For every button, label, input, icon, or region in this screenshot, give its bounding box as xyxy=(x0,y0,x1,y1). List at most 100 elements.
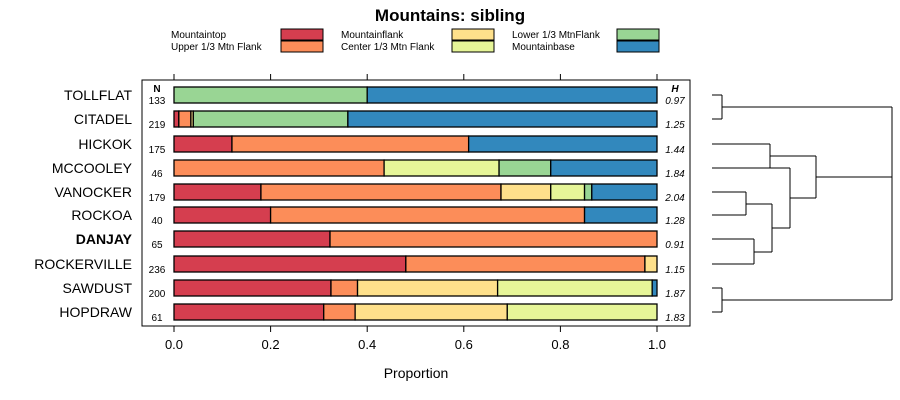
bar-segment-upper-1-3-mtn-flank xyxy=(329,230,658,248)
h-value: 1.84 xyxy=(665,169,685,180)
bar-segment-upper-1-3-mtn-flank xyxy=(323,303,356,321)
n-value: 133 xyxy=(149,96,166,107)
legend-label-mountainflank: Mountainflank xyxy=(341,30,404,41)
category-label: TOLLFLAT xyxy=(64,87,132,103)
bar-segment-lower-1-3-mtnflank xyxy=(498,159,552,177)
bar-segment-mountainbase xyxy=(651,279,658,297)
bar-row-rockoa: ROCKOA 40 1.28 xyxy=(71,206,685,227)
bar-row-rockerville: ROCKERVILLE 236 1.15 xyxy=(34,255,685,276)
bar-row-citadel: CITADEL 219 1.25 xyxy=(74,110,685,131)
legend-swatch-lower-1-3-mtnflank xyxy=(616,28,660,41)
category-label: VANOCKER xyxy=(54,184,132,200)
n-value: 40 xyxy=(151,216,163,227)
bar-segment-lower-1-3-mtnflank xyxy=(583,183,593,201)
bar-segment-mountaintop xyxy=(173,206,272,224)
legend-swatch-upper-1-3-mtn-flank xyxy=(280,40,324,53)
bar-segment-mountainbase xyxy=(550,159,658,177)
legend-label-center-1-3-mtn-flank: Center 1/3 Mtn Flank xyxy=(341,42,435,53)
bar-segment-lower-1-3-mtnflank xyxy=(192,110,349,128)
legend-swatch-mountainbase xyxy=(616,40,660,53)
bar-segment-mountaintop xyxy=(173,135,233,153)
bar-segment-mountaintop xyxy=(173,303,325,321)
bar-segment-mountainflank xyxy=(500,183,552,201)
dendrogram xyxy=(712,94,893,313)
n-value: 175 xyxy=(149,145,166,156)
legend-label-mountainbase: Mountainbase xyxy=(512,42,575,53)
legend-label-lower-1-3-mtnflank: Lower 1/3 MtnFlank xyxy=(512,30,601,41)
bar-segment-center-1-3-mtn-flank xyxy=(550,183,586,201)
chart-title: Mountains: sibling xyxy=(375,6,525,25)
bar-segment-upper-1-3-mtn-flank xyxy=(330,279,359,297)
bar-segment-mountainbase xyxy=(591,183,658,201)
category-label: HOPDRAW xyxy=(59,304,132,320)
x-tick-label: 0.6 xyxy=(455,337,473,352)
h-value: 1.83 xyxy=(665,313,685,324)
legend-swatch-mountaintop xyxy=(280,28,324,41)
legend-label-mountaintop: Mountaintop xyxy=(171,30,226,41)
x-tick-label: 0.8 xyxy=(551,337,569,352)
bar-segment-mountaintop xyxy=(173,279,332,297)
legend-swatch-mountainflank xyxy=(451,28,495,41)
bar-segment-center-1-3-mtn-flank xyxy=(506,303,658,321)
bar-segment-upper-1-3-mtn-flank xyxy=(260,183,502,201)
category-label: MCCOOLEY xyxy=(52,160,133,176)
bar-segment-upper-1-3-mtn-flank xyxy=(231,135,470,153)
bar-row-sawdust: SAWDUST 200 1.87 xyxy=(63,279,685,300)
category-label: DANJAY xyxy=(76,231,133,247)
bar-row-danjay: DANJAY 65 0.91 xyxy=(76,230,685,251)
x-axis-title: Proportion xyxy=(384,365,449,381)
bar-row-hopdraw: HOPDRAW 61 1.83 xyxy=(59,303,685,324)
bar-segment-mountaintop xyxy=(173,230,331,248)
bar-segment-upper-1-3-mtn-flank xyxy=(269,206,586,224)
bar-segment-upper-1-3-mtn-flank xyxy=(173,159,385,177)
x-tick-label: 0.0 xyxy=(165,337,183,352)
plot-panel xyxy=(141,79,691,327)
h-value: 1.15 xyxy=(665,265,685,276)
n-header: N xyxy=(153,84,160,95)
n-value: 61 xyxy=(151,313,163,324)
x-tick-label: 0.2 xyxy=(262,337,280,352)
bar-segment-mountainbase xyxy=(366,86,658,104)
bar-segment-center-1-3-mtn-flank xyxy=(496,279,653,297)
h-header: H xyxy=(671,84,679,95)
h-value: 1.25 xyxy=(665,120,685,131)
bar-segment-mountainbase xyxy=(583,206,658,224)
n-value: 236 xyxy=(149,265,166,276)
category-label: ROCKOA xyxy=(71,207,132,223)
bars: TOLLFLAT 133 0.97 CITADEL 219 1.25 HICKOK 175 1.… xyxy=(34,86,685,324)
bar-segment-mountainbase xyxy=(347,110,658,128)
category-label: SAWDUST xyxy=(63,280,133,296)
bar-segment-mountaintop xyxy=(173,110,180,128)
category-label: HICKOK xyxy=(78,136,132,152)
bar-segment-mountainflank xyxy=(356,279,499,297)
category-label: CITADEL xyxy=(74,111,132,127)
bar-segment-upper-1-3-mtn-flank xyxy=(405,255,646,273)
legend-label-upper-1-3-mtn-flank: Upper 1/3 Mtn Flank xyxy=(171,42,263,53)
h-value: 1.44 xyxy=(665,145,685,156)
n-value: 179 xyxy=(149,193,166,204)
h-value: 0.97 xyxy=(665,96,685,107)
bar-row-vanocker: VANOCKER 179 2.04 xyxy=(54,183,685,204)
bar-segment-center-1-3-mtn-flank xyxy=(383,159,500,177)
h-value: 2.04 xyxy=(664,193,685,204)
bar-segment-upper-1-3-mtn-flank xyxy=(178,110,192,128)
bar-segment-mountainflank xyxy=(354,303,508,321)
x-tick-label: 0.4 xyxy=(358,337,376,352)
x-axis: 0.0 0.2 0.4 0.6 0.8 1.0 xyxy=(165,74,666,352)
category-label: ROCKERVILLE xyxy=(34,256,132,272)
bar-row-mccooley: MCCOOLEY 46 1.84 xyxy=(52,159,685,180)
bar-row-hickok: HICKOK 175 1.44 xyxy=(78,135,685,156)
x-tick-label: 1.0 xyxy=(648,337,666,352)
bar-segment-mountainflank xyxy=(644,255,658,273)
n-value: 219 xyxy=(149,120,166,131)
bar-segment-mountaintop xyxy=(173,183,262,201)
bar-segment-mountaintop xyxy=(173,255,407,273)
h-value: 1.28 xyxy=(665,216,685,227)
n-value: 65 xyxy=(151,240,163,251)
bar-row-tollflat: TOLLFLAT 133 0.97 xyxy=(64,86,685,107)
bar-segment-lower-1-3-mtnflank xyxy=(173,86,368,104)
legend-swatch-center-1-3-mtn-flank xyxy=(451,40,495,53)
h-value: 1.87 xyxy=(665,289,685,300)
